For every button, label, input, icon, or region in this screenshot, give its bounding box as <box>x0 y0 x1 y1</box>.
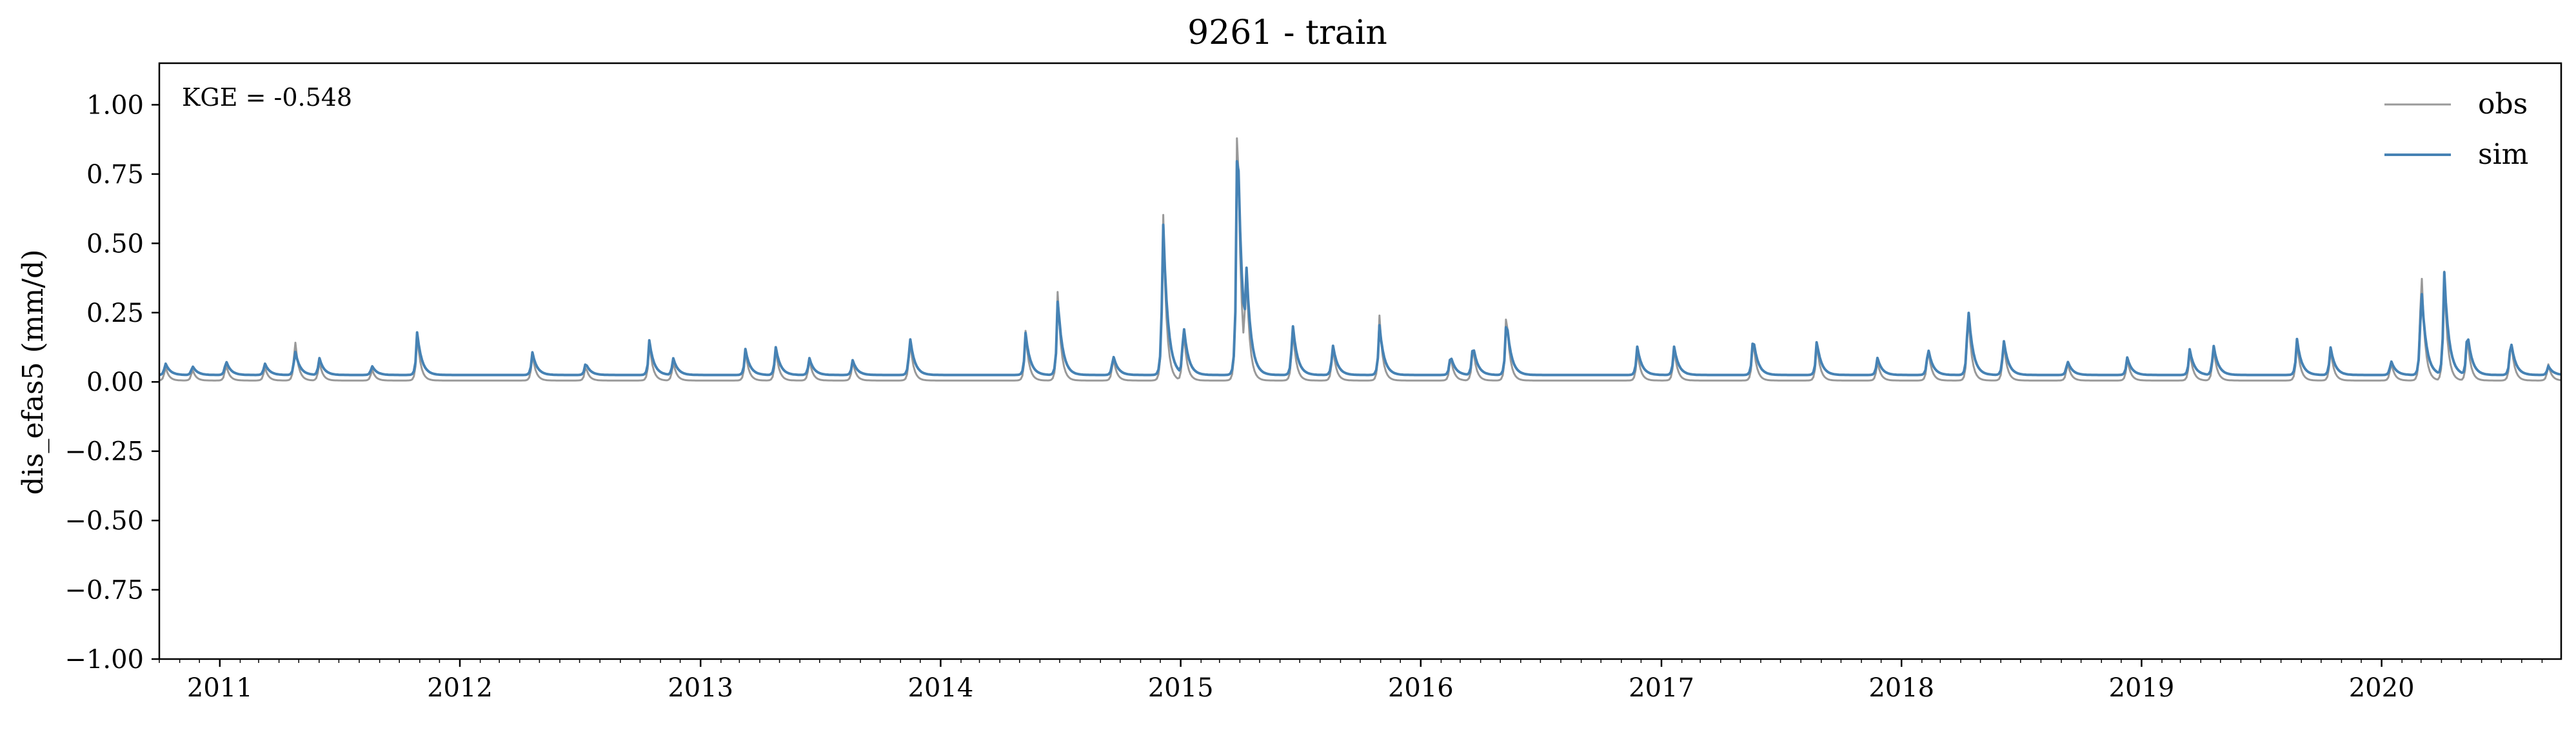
y-tick-label: 0.00 <box>86 368 144 397</box>
x-tick-label: 2017 <box>1629 673 1694 703</box>
kge-annotation: KGE = -0.548 <box>182 83 352 112</box>
legend: obs sim <box>2384 88 2528 171</box>
y-tick-label: −0.25 <box>64 437 144 467</box>
y-tick-label: −0.50 <box>64 506 144 536</box>
x-tick-label: 2011 <box>187 673 253 703</box>
series-layer <box>159 137 2561 382</box>
y-tick-label: −0.75 <box>64 576 144 606</box>
x-tick-label: 2013 <box>668 673 733 703</box>
series-line-sim <box>159 160 2561 377</box>
x-tick-label: 2014 <box>908 673 974 703</box>
x-tick-label: 2015 <box>1148 673 1214 703</box>
x-tick-label: 2012 <box>427 673 493 703</box>
legend-obs-label: obs <box>2478 88 2528 121</box>
chart-title: 9261 - train <box>1187 14 1387 52</box>
series-line-obs <box>159 137 2561 382</box>
legend-sim-label: sim <box>2478 138 2528 171</box>
y-tick-label: 0.75 <box>86 160 144 190</box>
y-axis: 1.00 0.75 0.50 0.25 0.00 −0.25 −0.50 −0.75 −1.00 <box>64 90 159 675</box>
x-axis: 2011 2012 2013 2014 2015 2016 2017 2018 2019 2020 <box>159 659 2543 703</box>
x-tick-label: 2018 <box>1868 673 1934 703</box>
x-tick-label: 2016 <box>1388 673 1454 703</box>
y-tick-label: 0.25 <box>86 299 144 328</box>
y-axis-label: dis_efas5 (mm/d) <box>17 250 50 495</box>
y-tick-label: 0.50 <box>86 229 144 259</box>
x-tick-label: 2019 <box>2109 673 2175 703</box>
x-tick-label: 2020 <box>2349 673 2415 703</box>
y-tick-label: −1.00 <box>64 645 144 675</box>
y-tick-label: 1.00 <box>86 90 144 120</box>
